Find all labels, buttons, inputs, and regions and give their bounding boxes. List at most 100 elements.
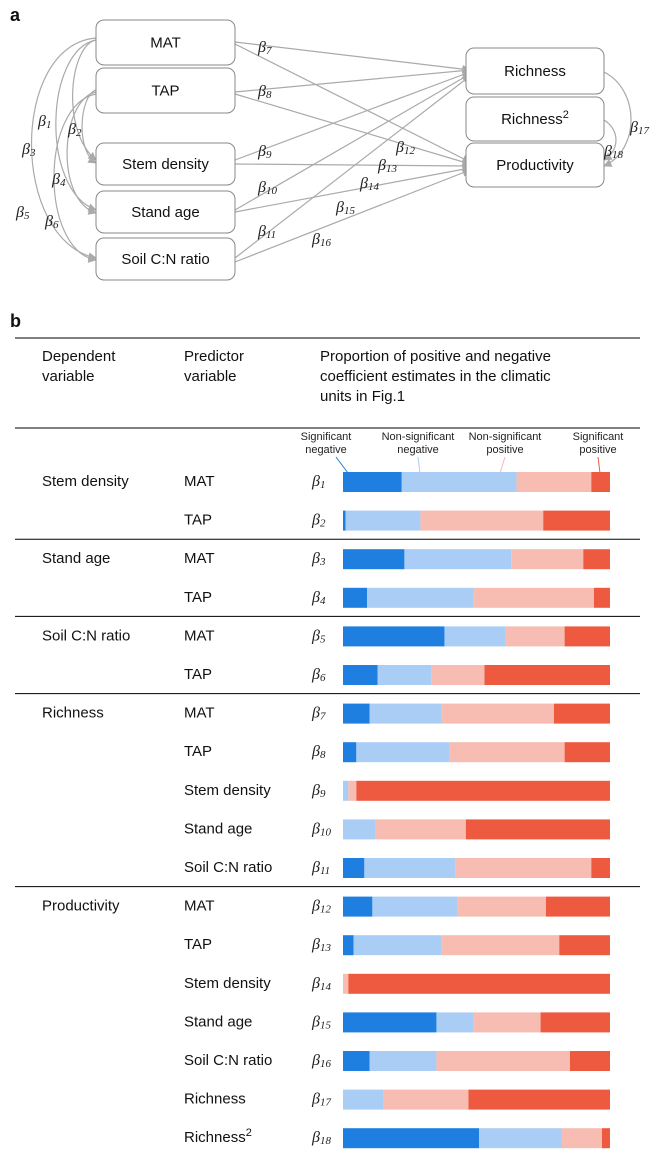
coefficient-label: β13 xyxy=(377,157,397,176)
node-label-sup: 2 xyxy=(563,109,569,121)
bar-segment xyxy=(441,703,554,724)
bar-segment xyxy=(401,472,517,492)
coefficient-label-base: β xyxy=(311,1129,320,1146)
bar-segment xyxy=(591,858,610,878)
coefficient-label: β3 xyxy=(311,550,326,569)
coefficient-label-base: β xyxy=(359,175,368,192)
bar-segment xyxy=(457,896,546,917)
node-label-base: Stand age xyxy=(131,204,199,221)
node-label: Richness2 xyxy=(501,109,569,128)
table-rules xyxy=(15,337,640,429)
legend-leader xyxy=(417,456,421,474)
coefficient-label: β9 xyxy=(311,781,326,800)
coefficient-label: β15 xyxy=(311,1013,331,1032)
dependent-variable: Soil C:N ratio xyxy=(42,627,130,644)
bar-segment xyxy=(353,935,442,956)
coefficient-label-base: β xyxy=(395,139,404,156)
coefficient-label: β18 xyxy=(603,143,623,162)
coefficient-label-sub: 18 xyxy=(612,149,624,161)
bar-segment xyxy=(343,549,405,570)
predictor-variable: MAT xyxy=(184,473,215,490)
column-header: Dependent xyxy=(42,348,116,365)
coefficient-label-sub: 5 xyxy=(24,210,30,222)
bar-segment xyxy=(343,1012,437,1033)
bar-segment xyxy=(345,510,421,531)
bar-segment xyxy=(348,973,610,994)
bar-segment xyxy=(343,1128,480,1149)
coefficient-label-base: β xyxy=(311,1013,320,1030)
coefficient-label: β5 xyxy=(15,204,30,223)
coefficient-label: β12 xyxy=(311,897,331,916)
bar-segment xyxy=(348,780,357,801)
coefficient-label-sub: 11 xyxy=(266,229,276,241)
predictor-variable: TAP xyxy=(184,743,212,760)
dependent-variable: Productivity xyxy=(42,898,120,915)
coefficient-label-base: β xyxy=(311,511,320,528)
node-label: Stand age xyxy=(131,204,199,221)
bar-segment xyxy=(473,587,594,608)
coefficient-label: β2 xyxy=(67,121,82,140)
predictor-variable-base: Stem density xyxy=(184,782,271,799)
predictor-variable: MAT xyxy=(184,705,215,722)
bar-segment xyxy=(479,1128,562,1149)
coefficient-label-base: β xyxy=(603,143,612,160)
dependent-variable: Stand age xyxy=(42,550,110,567)
bar-segment xyxy=(377,665,432,685)
bar-segment xyxy=(601,1128,610,1149)
bar-segment xyxy=(569,1051,610,1071)
coefficient-label-base: β xyxy=(377,157,386,174)
coefficient-label-base: β xyxy=(311,473,320,490)
bar-segment xyxy=(465,819,610,840)
coefficient-label: β16 xyxy=(311,231,331,250)
coefficient-label: β4 xyxy=(311,588,326,607)
coefficient-label-sub: 1 xyxy=(46,119,52,131)
coefficient-label: β18 xyxy=(311,1129,331,1148)
bar-segment xyxy=(343,1051,370,1071)
predictor-variable-base: Richness xyxy=(184,1091,246,1108)
predictor-variable: Richness2 xyxy=(184,1127,252,1146)
predictor-variable: Stand age xyxy=(184,1013,252,1030)
coefficient-label-base: β xyxy=(311,1090,320,1107)
bar-segment xyxy=(404,549,512,570)
coefficient-label-base: β xyxy=(257,223,266,240)
coefficient-label-sub: 9 xyxy=(320,788,326,800)
coefficient-label-base: β xyxy=(311,627,320,644)
dependent-variable: Richness xyxy=(42,705,104,722)
coefficient-label: β7 xyxy=(311,704,326,723)
coefficient-label-base: β xyxy=(311,704,320,721)
predictor-variable-base: TAP xyxy=(184,589,212,606)
predictor-variable-base: Soil C:N ratio xyxy=(184,859,272,876)
legend-label: Significant xyxy=(573,431,624,443)
coefficient-label-base: β xyxy=(311,588,320,605)
legend-label: Non-significant xyxy=(469,431,542,443)
coefficient-label-sub: 6 xyxy=(53,219,59,231)
legend-label: Non-significant xyxy=(382,431,455,443)
bar-segment xyxy=(593,587,610,608)
coefficient-label-base: β xyxy=(37,113,46,130)
bar-segment xyxy=(367,587,474,608)
bar-segment xyxy=(383,1089,469,1110)
legend-leader xyxy=(597,456,601,474)
bar-segment xyxy=(559,935,610,956)
column-header: Proportion of positive and negative xyxy=(320,348,551,365)
coefficient-label: β9 xyxy=(257,143,272,162)
predictor-variable: Soil C:N ratio xyxy=(184,1052,272,1069)
node-label: Soil C:N ratio xyxy=(121,251,209,268)
coefficient-label-base: β xyxy=(311,859,320,876)
node-box xyxy=(465,96,605,142)
bar-segment xyxy=(343,935,354,956)
coefficient-label: β16 xyxy=(311,1052,331,1071)
bar-segment xyxy=(484,665,610,685)
legend-label: negative xyxy=(397,444,439,456)
bar-segment xyxy=(441,935,560,956)
bar-segment xyxy=(343,510,346,531)
coefficient-label-sub: 15 xyxy=(344,205,356,217)
legend-label: Significant xyxy=(301,431,352,443)
node-box xyxy=(95,19,236,66)
coefficient-label-sub: 4 xyxy=(60,177,66,189)
node-label: Stem density xyxy=(122,156,209,173)
coefficient-label-sub: 11 xyxy=(320,865,330,877)
coefficient-label: β10 xyxy=(257,179,277,198)
node-label: Richness xyxy=(504,63,566,80)
coefficient-label-sub: 10 xyxy=(320,827,332,839)
